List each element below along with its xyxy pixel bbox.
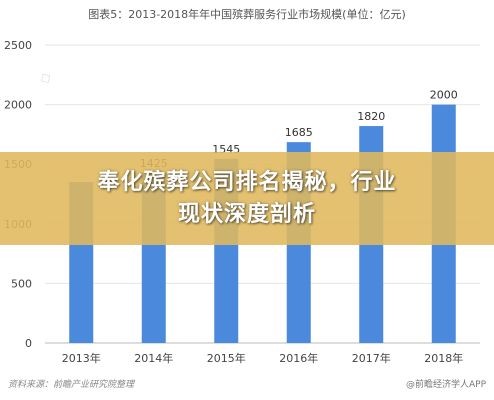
source-note: 资料来源：前瞻产业研究院整理 xyxy=(8,379,136,390)
bar-data-label: 1820 xyxy=(357,110,385,123)
y-tick-label: 0 xyxy=(25,337,32,350)
headline-banner: 奉化殡葬公司排名揭秘，行业 现状深度剖析 xyxy=(0,152,494,245)
headline-line-2: 现状深度剖析 xyxy=(177,201,316,227)
chart-title: 图表5：2013-2018年年中国殡葬服务行业市场规模(单位：亿元) xyxy=(88,7,406,21)
x-axis: 2013年 2014年 2015年 2016年 2017年 2018年 xyxy=(62,351,464,365)
x-tick-label: 2016年 xyxy=(279,351,318,365)
source-brand: @前瞻经济学人APP xyxy=(406,378,487,390)
y-tick-label: 2000 xyxy=(4,99,32,112)
headline-line-1: 奉化殡葬公司排名揭秘，行业 xyxy=(97,169,397,195)
y-tick-label: 2500 xyxy=(4,39,32,52)
x-tick-label: 2014年 xyxy=(134,351,173,365)
x-tick-label: 2018年 xyxy=(424,351,463,365)
x-tick-label: 2013年 xyxy=(62,351,101,365)
y-tick-label: 500 xyxy=(11,277,32,290)
x-tick-label: 2017年 xyxy=(352,351,391,365)
bar-data-label: 1685 xyxy=(285,126,313,139)
bar-data-label: 2000 xyxy=(430,89,458,102)
x-tick-label: 2015年 xyxy=(207,351,246,365)
